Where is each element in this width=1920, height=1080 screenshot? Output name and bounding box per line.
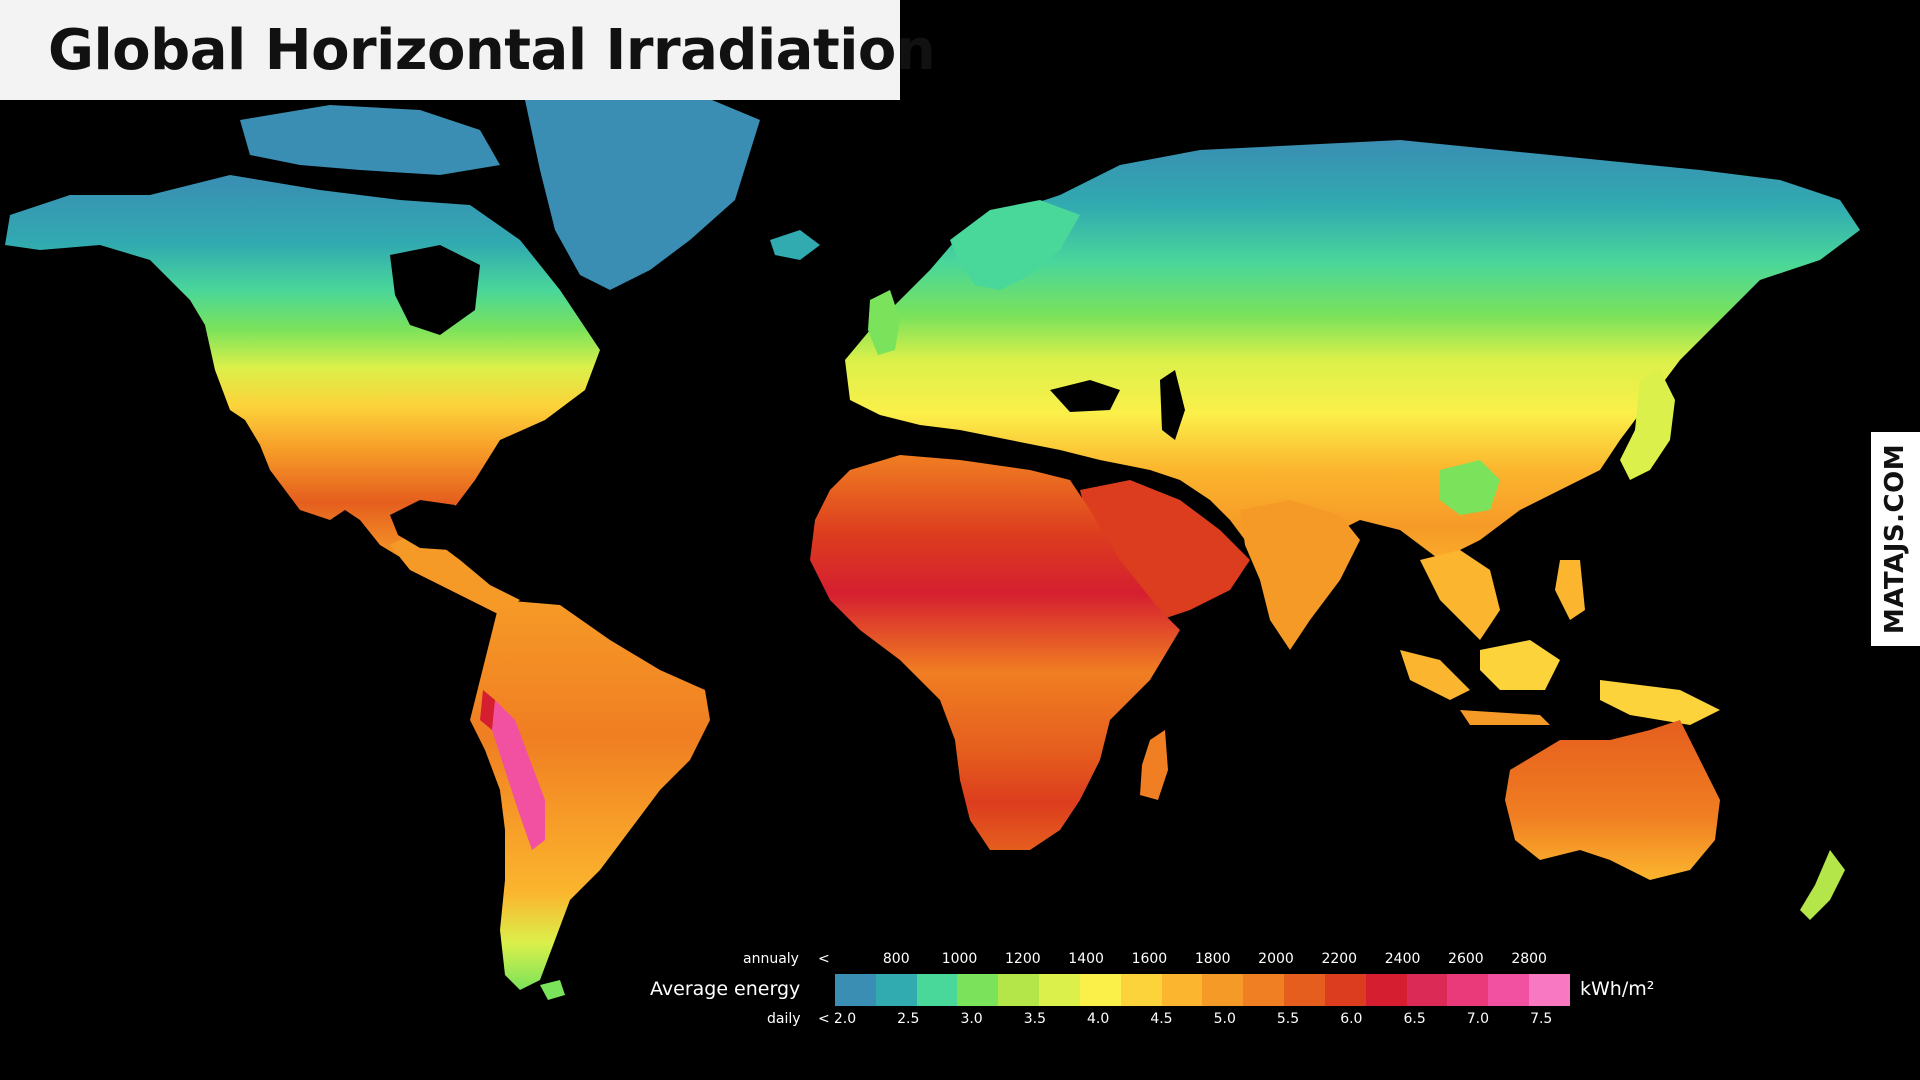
south-america <box>470 600 710 990</box>
legend-daily-tick: 7.0 <box>1466 1011 1490 1027</box>
legend-swatch <box>1529 974 1570 1006</box>
legend-annual-tick: 2600 <box>1448 951 1484 967</box>
indian-subcontinent <box>1240 500 1360 650</box>
arctic-islands <box>240 105 500 175</box>
brand-watermark: MATAJS.COM <box>1880 443 1910 635</box>
title-banner: Global Horizontal Irradiation <box>0 0 936 100</box>
sichuan-basin <box>1440 460 1500 515</box>
legend-daily-tick: 4.0 <box>1087 1011 1110 1027</box>
mediterranean-sea <box>870 440 1070 475</box>
andes-peak-zone <box>492 700 545 850</box>
iceland <box>770 230 820 260</box>
andes-hot-zone <box>480 690 495 730</box>
legend-daily-tick: 3.0 <box>960 1011 983 1027</box>
legend-daily-label: daily <box>767 1011 801 1027</box>
legend-swatch <box>835 974 876 1006</box>
legend-annual-tick: 2800 <box>1511 951 1547 967</box>
legend-swatch <box>1202 974 1244 1006</box>
hudson-bay <box>390 245 480 335</box>
greenland <box>525 95 760 290</box>
legend-daily-tick: 2.5 <box>897 1011 920 1027</box>
legend-color-bar <box>835 974 1570 1006</box>
legend-daily-less-than: < <box>818 1011 830 1027</box>
north-america <box>5 175 600 560</box>
new-guinea <box>1600 680 1720 725</box>
legend-annual-less-than: < <box>818 951 830 967</box>
legend-swatch <box>875 974 917 1006</box>
legend-title: Average energy <box>650 978 801 1000</box>
eurasia <box>845 140 1860 580</box>
legend-swatch <box>1039 974 1080 1006</box>
legend-annual-tick: 1800 <box>1194 951 1231 967</box>
legend-daily-tick: 6.0 <box>1340 1011 1363 1027</box>
legend-swatch <box>1161 974 1203 1006</box>
legend-swatch <box>1120 974 1162 1006</box>
falkland-area <box>540 980 565 1000</box>
legend-daily-tick: 2.0 <box>833 1011 857 1027</box>
caspian-sea <box>1160 370 1185 440</box>
legend-swatch <box>1079 974 1121 1006</box>
indonesia-borneo <box>1480 640 1560 690</box>
legend-annual-tick: 2000 <box>1258 951 1294 967</box>
legend-annual-tick: 1200 <box>1005 951 1041 967</box>
legend-daily-tick: 4.5 <box>1150 1011 1173 1027</box>
legend-daily-tick: 6.5 <box>1403 1011 1426 1027</box>
brand-tag: MATAJS.COM <box>1871 432 1920 646</box>
southeast-asia <box>1420 550 1500 640</box>
legend-daily-tick: 5.0 <box>1213 1011 1236 1027</box>
legend-annual-tick: 1600 <box>1131 951 1168 967</box>
legend-swatch <box>1447 974 1489 1006</box>
legend-daily-tick: 5.5 <box>1276 1011 1300 1027</box>
japan <box>1620 370 1675 480</box>
legend-annual-tick: 800 <box>882 951 910 967</box>
philippines <box>1555 560 1585 620</box>
australia <box>1505 720 1720 880</box>
legend-annual-label: annualy <box>743 951 799 967</box>
gulf-of-mexico <box>390 500 470 550</box>
indonesia-sumatra <box>1400 650 1470 700</box>
legend-swatch <box>1488 974 1530 1006</box>
africa <box>810 455 1180 850</box>
legend-annual-tick: 2400 <box>1384 951 1421 967</box>
page-title: Global Horizontal Irradiation <box>48 17 936 83</box>
legend-annual-tick: 1400 <box>1068 951 1104 967</box>
legend-annual-tick: 2200 <box>1321 951 1358 967</box>
legend-swatch <box>998 974 1040 1006</box>
legend-swatch <box>1324 974 1366 1006</box>
legend-swatch <box>916 974 958 1006</box>
new-zealand <box>1800 850 1845 920</box>
indonesia-java <box>1460 710 1550 725</box>
central-america <box>390 530 520 615</box>
great-britain <box>868 290 900 355</box>
legend-annual-tick: 1000 <box>941 951 978 967</box>
black-sea <box>1050 380 1120 412</box>
legend-daily-tick: 7.5 <box>1530 1011 1553 1027</box>
madagascar <box>1140 730 1168 800</box>
scandinavia <box>950 200 1080 290</box>
legend-swatch <box>1365 974 1407 1006</box>
legend-swatch <box>1406 974 1448 1006</box>
legend-swatch <box>1284 974 1325 1006</box>
legend-swatch <box>1243 974 1285 1006</box>
legend-unit: kWh/m² <box>1580 978 1655 1000</box>
legend-swatch <box>957 974 999 1006</box>
legend-daily-tick: 3.5 <box>1023 1011 1047 1027</box>
